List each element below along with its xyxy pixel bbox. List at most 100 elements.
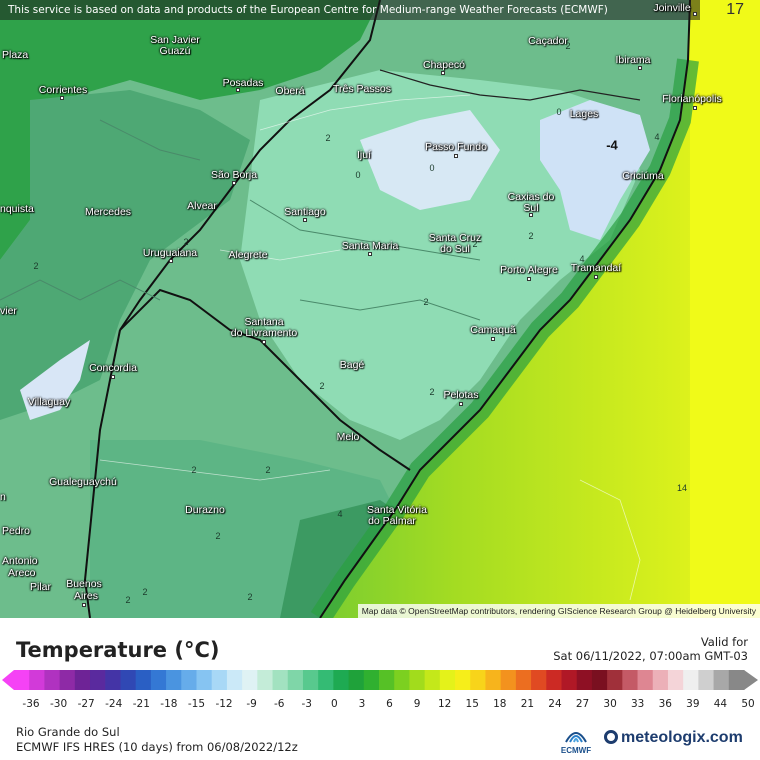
contour-label: 2	[528, 231, 534, 241]
scale-tick-label: -6	[273, 698, 285, 710]
scale-tick-label: 15	[465, 698, 479, 710]
city-dot	[529, 213, 533, 217]
city-vier: vier	[0, 305, 17, 317]
scale-tick-label: 9	[413, 698, 421, 710]
contour-label: 2	[215, 531, 221, 541]
scale-swatch	[683, 670, 699, 690]
city-tramandai: Tramandaí	[570, 262, 622, 274]
city-conquista: nquista	[0, 203, 34, 215]
scale-tick-label: 36	[658, 698, 672, 710]
scale-tick-label: 3	[358, 698, 366, 710]
ocean-warm-area	[690, 0, 760, 618]
contour-label-min: -4	[606, 137, 618, 153]
scale-tick-label: -3	[301, 698, 313, 710]
contour-label: 14	[676, 483, 688, 493]
city-alegrete: Alegrete	[228, 249, 268, 261]
scale-swatch	[470, 670, 486, 690]
scale-swatch	[318, 670, 334, 690]
scale-swatch	[211, 670, 228, 690]
region-name: Rio Grande do Sul	[16, 725, 120, 739]
scale-tick-label: 30	[603, 698, 617, 710]
corner-value: 17	[726, 1, 744, 18]
scale-swatch	[14, 670, 30, 690]
scale-swatch	[135, 670, 152, 690]
scale-arrow-left	[2, 670, 14, 690]
scale-swatch	[59, 670, 76, 690]
scale-swatch	[485, 670, 502, 690]
scale-swatch	[713, 670, 730, 690]
scale-swatch	[546, 670, 562, 690]
scale-swatch	[120, 670, 137, 690]
city-dot	[638, 66, 642, 70]
scale-tick-label: 33	[631, 698, 645, 710]
scale-swatch	[302, 670, 319, 690]
scale-swatch	[333, 670, 350, 690]
city-florianopolis: Florianópolis	[662, 93, 722, 105]
city-dot	[491, 337, 495, 341]
city-tres-passos: Três Passos	[333, 83, 391, 95]
contour-label: 2	[247, 592, 253, 602]
city-porto-alegre: Porto Alegre	[500, 264, 558, 276]
scale-swatch	[44, 670, 61, 690]
north-dark-zone	[0, 0, 380, 260]
scale-swatch	[181, 670, 197, 690]
city-chapeco: Chapecó	[422, 59, 466, 71]
city-santa-vitoria: Santa Vitória	[367, 504, 427, 516]
city-do-livramento: do Livramento	[230, 327, 298, 339]
ecmwf-logo-icon	[565, 732, 587, 743]
city-gualeguaychu: Gualeguaychú	[49, 476, 117, 488]
legend-title: Temperature (°C)	[16, 638, 220, 662]
map-canvas	[0, 0, 760, 618]
city-dot	[368, 252, 372, 256]
city-pilar: Pilar	[30, 581, 52, 593]
contour-label: 2	[183, 237, 189, 247]
model-run: ECMWF IFS HRES (10 days) from 06/08/2022…	[16, 740, 298, 754]
city-santa-cruz: Santa Cruz	[428, 232, 482, 244]
scale-swatch	[379, 670, 395, 690]
scale-swatch	[667, 670, 684, 690]
city-ijui: Ijuí	[356, 149, 372, 161]
city-dot	[82, 603, 86, 607]
cold-patch-west	[20, 340, 90, 420]
map-attribution[interactable]: Map data © OpenStreetMap contributors, r…	[357, 604, 760, 618]
city-passo-fundo: Passo Fundo	[425, 141, 487, 153]
city-obera: Oberá	[275, 85, 305, 97]
city-mercedes: Mercedes	[84, 206, 132, 218]
city-joinville: Joinville	[653, 2, 691, 14]
contour-label: 2	[423, 297, 429, 307]
scale-tick-label: -15	[187, 698, 206, 710]
city-plaza: Plaza	[2, 49, 29, 61]
city-criciuma: Criciúma	[622, 170, 664, 182]
scale-tick-label: 44	[713, 698, 728, 710]
city-antonio: Antonio	[2, 555, 38, 567]
scale-tick-label: -18	[160, 698, 178, 710]
city-durazno: Durazno	[185, 504, 225, 516]
contour-label: 2	[125, 595, 131, 605]
city-dot	[459, 402, 463, 406]
scale-swatch	[728, 670, 745, 690]
scale-swatch	[242, 670, 258, 690]
city-lages: Lages	[569, 108, 599, 120]
scale-swatch	[622, 670, 639, 690]
south-dark-zone	[280, 500, 395, 618]
scale-swatch	[363, 670, 380, 690]
city-bage: Bagé	[339, 359, 365, 371]
contour-label: 2	[142, 587, 148, 597]
scale-swatch	[531, 670, 547, 690]
meteologix-logo[interactable]: meteologix.com	[604, 729, 743, 747]
temperature-map[interactable]: This service is based on data and produc…	[0, 0, 760, 618]
scale-swatch	[394, 670, 410, 690]
ecmwf-logo[interactable]: ECMWF	[556, 722, 596, 756]
city-caxias-sul: Sul	[523, 202, 539, 214]
city-dot	[60, 96, 64, 100]
city-pedro: Pedro	[2, 525, 31, 537]
scale-swatch	[348, 670, 365, 690]
scale-swatch	[29, 670, 45, 690]
city-santa-cruz-sul: do Sul	[440, 243, 470, 255]
city-san-javier: San Javier	[150, 34, 200, 46]
city-melo: Melo	[336, 431, 360, 443]
color-scale	[2, 670, 758, 690]
scale-swatch	[591, 670, 608, 690]
scale-tick-label: 21	[520, 698, 535, 710]
country-border-brazil-argentina	[119, 0, 381, 331]
